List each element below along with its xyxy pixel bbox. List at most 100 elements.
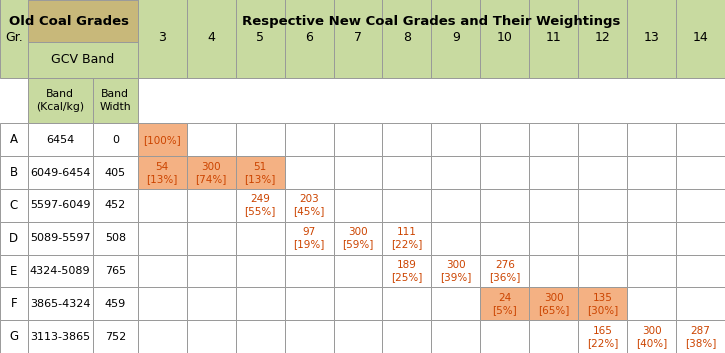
Bar [236, 189, 284, 222]
Bar [334, 287, 383, 320]
Bar [676, 189, 725, 222]
Text: 459: 459 [104, 299, 126, 309]
Bar [93, 156, 138, 189]
Bar [383, 156, 431, 189]
Text: 508: 508 [104, 233, 126, 243]
Bar [431, 124, 480, 156]
Text: 3: 3 [158, 30, 166, 43]
Bar [0, 320, 28, 353]
Text: E: E [10, 264, 17, 277]
Bar [383, 255, 431, 287]
Text: 4324-5089: 4324-5089 [30, 266, 91, 276]
Bar [236, 287, 284, 320]
Bar [383, 320, 431, 353]
Bar [138, 320, 187, 353]
Bar [529, 156, 579, 189]
Text: 189
[25%]: 189 [25%] [392, 260, 423, 282]
Bar [187, 189, 236, 222]
Bar [334, 0, 383, 78]
Bar [529, 320, 579, 353]
Text: 12: 12 [594, 30, 610, 43]
Text: 765: 765 [104, 266, 126, 276]
Text: 54
[13%]: 54 [13%] [146, 162, 178, 184]
Bar [579, 156, 627, 189]
Text: Band
(Kcal/kg): Band (Kcal/kg) [36, 89, 84, 112]
Bar [383, 0, 431, 78]
Bar [529, 124, 579, 156]
Text: 24
[5%]: 24 [5%] [492, 293, 517, 315]
Bar [93, 124, 138, 156]
Bar [93, 222, 138, 255]
Text: Old Coal Grades: Old Coal Grades [9, 15, 129, 28]
Bar [676, 156, 725, 189]
Bar [93, 320, 138, 353]
Text: Gr.: Gr. [5, 30, 22, 43]
Bar [431, 222, 480, 255]
Text: Band
Width: Band Width [99, 89, 131, 112]
Bar [284, 189, 334, 222]
Bar [676, 255, 725, 287]
Text: 13: 13 [644, 30, 660, 43]
Bar [284, 287, 334, 320]
Bar [93, 255, 138, 287]
Text: 300
[40%]: 300 [40%] [636, 325, 667, 348]
Bar [284, 255, 334, 287]
Bar [284, 222, 334, 255]
Bar [0, 124, 28, 156]
Bar [480, 222, 529, 255]
Bar [187, 0, 236, 78]
Bar [383, 287, 431, 320]
Bar [627, 287, 676, 320]
Bar [529, 189, 579, 222]
Bar [28, 255, 93, 287]
Bar [383, 222, 431, 255]
Bar [383, 124, 431, 156]
Bar [627, 156, 676, 189]
Text: 7: 7 [354, 30, 362, 43]
Bar [284, 156, 334, 189]
Text: 10: 10 [497, 30, 513, 43]
Bar [28, 287, 93, 320]
Text: 111
[22%]: 111 [22%] [392, 227, 423, 249]
Bar [480, 124, 529, 156]
Text: 135
[30%]: 135 [30%] [587, 293, 618, 315]
Bar [431, 287, 480, 320]
Text: 405: 405 [104, 168, 126, 178]
Text: 300
[39%]: 300 [39%] [440, 260, 471, 282]
Text: 276
[36%]: 276 [36%] [489, 260, 521, 282]
Bar [334, 156, 383, 189]
Bar [480, 287, 529, 320]
Bar [28, 189, 93, 222]
Bar [0, 222, 28, 255]
Bar [627, 124, 676, 156]
Text: 6049-6454: 6049-6454 [30, 168, 91, 178]
Bar [579, 124, 627, 156]
Bar [28, 124, 93, 156]
Bar [138, 255, 187, 287]
Bar [627, 0, 676, 78]
Bar [579, 222, 627, 255]
Bar [236, 255, 284, 287]
Bar [579, 320, 627, 353]
Bar [236, 222, 284, 255]
Text: 3865-4324: 3865-4324 [30, 299, 91, 309]
Bar [334, 124, 383, 156]
Bar [676, 320, 725, 353]
Bar [138, 0, 725, 42]
Bar [236, 124, 284, 156]
Text: GCV Band: GCV Band [51, 53, 115, 66]
Bar [529, 0, 579, 78]
Bar [236, 0, 284, 78]
Text: 97
[19%]: 97 [19%] [294, 227, 325, 249]
Bar [284, 124, 334, 156]
Bar [579, 0, 627, 78]
Text: 5: 5 [256, 30, 264, 43]
Bar [187, 222, 236, 255]
Text: F: F [10, 297, 17, 310]
Bar [480, 156, 529, 189]
Bar [284, 0, 334, 78]
Bar [138, 124, 187, 156]
Bar [334, 320, 383, 353]
Bar [138, 189, 187, 222]
Bar [93, 189, 138, 222]
